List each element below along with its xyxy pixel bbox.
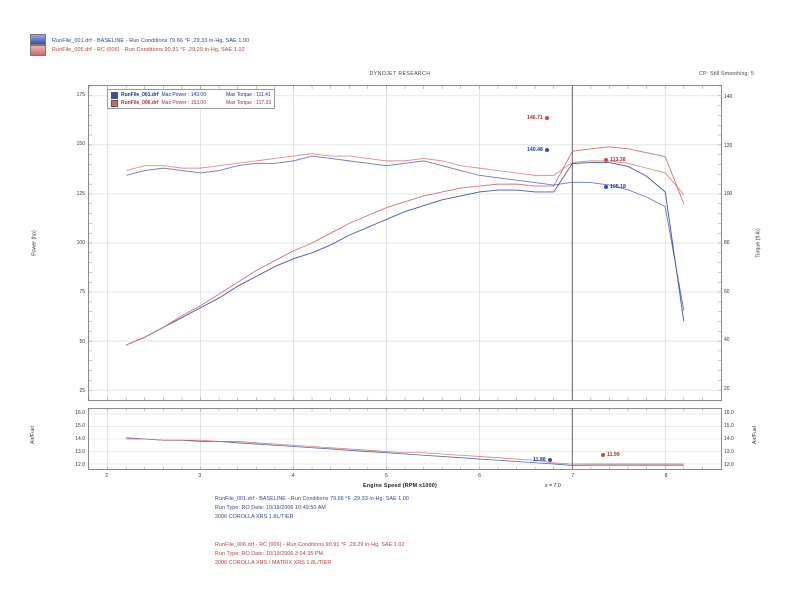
data-point-callout: 11.88 <box>533 457 552 463</box>
caption-rc-line-2: Run Type: RO Date: 10/19/2006 3:04:35 PM <box>215 551 324 557</box>
plot-legend-swatch-blue <box>111 91 118 99</box>
afr-axis-left-ticks: 16.0 15.0 14.0 13.0 12.0 <box>56 408 85 470</box>
caption-rc-line-3: 2006 COROLLA XRS / MATRIX XRS 1.8L/TIER <box>215 560 332 566</box>
axis-tick-label: 15.0 <box>724 423 734 430</box>
axis-tick-label: 25 <box>79 388 85 395</box>
x-axis-tick-label: 2 <box>105 473 109 479</box>
plot-legend-swatch-red <box>111 99 118 107</box>
axis-tick-label: 60 <box>724 288 730 295</box>
plot-legend-row: RunFile_001.drf Max Power : 143.00 Max Tor… <box>111 91 271 99</box>
plot-legend-max-power: Max Power : 143.00 <box>161 92 206 98</box>
afr-axis-right-title: Air/Fuel <box>751 426 758 444</box>
axis-tick-label: 14.0 <box>75 436 85 442</box>
callout-marker-icon <box>544 148 549 152</box>
caption-baseline-line-2: Run Type: RO Date: 10/19/2006 10:49:50 A… <box>215 505 326 511</box>
axis-tick-label: 12.0 <box>724 461 734 468</box>
callout-marker-icon <box>604 158 608 162</box>
axis-tick-label: 16.0 <box>75 410 85 417</box>
axis-tick-label: 150 <box>76 141 85 148</box>
axis-tick-label: 100 <box>76 240 85 246</box>
y-axis-torque-title: Torque (ft-lb) <box>755 228 762 258</box>
x-axis-tick-label: 6 <box>478 473 482 479</box>
top-legend-line-rc: RunFile_006.drf - RC (006) - Run Conditi… <box>52 46 245 53</box>
data-point-callout: 105.18 <box>604 184 626 190</box>
axis-tick-label: 100 <box>724 191 733 198</box>
axis-tick-label: 175 <box>76 91 85 98</box>
x-axis-title: Engine Speed (RPM x1000) <box>363 483 437 489</box>
axis-tick-label: 14.0 <box>724 436 734 442</box>
plot-legend-max-torque: Max Torque : 111.41 <box>225 92 271 98</box>
caption-baseline: RunFile_001.drf - BASELINE - Run Conditi… <box>215 495 409 522</box>
y-axis-power-title: Power (hp) <box>31 230 38 256</box>
axis-tick-label: 13.0 <box>724 448 734 455</box>
x-axis-tick-label: 8 <box>664 473 668 479</box>
plot-legend-box: RunFile_001.drf Max Power : 143.00 Max Tor… <box>107 89 276 109</box>
x-axis-tick-label: 3 <box>198 473 202 479</box>
chart-title: DYNOJET RESEARCH <box>369 71 431 77</box>
plot-legend-row: RunFile_006.drf Max Power : 153.00 Max Tor… <box>111 99 271 107</box>
top-legend: RunFile_001.drf - BASELINE - Run Conditi… <box>30 34 249 56</box>
axis-tick-label: 120 <box>724 142 733 149</box>
callout-marker-icon <box>547 458 552 462</box>
top-legend-line-baseline: RunFile_001.drf - BASELINE - Run Conditi… <box>52 37 250 44</box>
power-torque-plot[interactable]: RunFile_001.drf Max Power : 143.00 Max Tor… <box>88 85 722 401</box>
cursor-readout: x = 7.0 <box>545 483 561 489</box>
callout-marker-icon <box>601 453 605 457</box>
data-point-callout: 113.38 <box>604 157 626 163</box>
x-axis-tick-label: 5 <box>384 473 388 479</box>
legend-swatch-red <box>30 45 46 56</box>
callout-value: 11.88 <box>533 457 546 463</box>
plot-legend-run-name: RunFile_006.drf <box>121 100 159 106</box>
axis-tick-label: 50 <box>79 338 85 345</box>
caption-baseline-line-1: RunFile_001.drf - BASELINE - Run Conditi… <box>215 496 409 502</box>
caption-rc-line-1: RunFile_006.drf - RC (006) - Run Conditi… <box>215 542 405 548</box>
air-fuel-plot[interactable] <box>88 408 722 470</box>
axis-tick-label: 140 <box>724 94 733 101</box>
axis-tick-label: 15.0 <box>75 423 85 430</box>
chart-smoothing-info: CP: Still Smoothing: 5 <box>699 71 754 77</box>
plot-legend-max-power: Max Power : 153.00 <box>161 100 206 106</box>
afr-axis-left-title: Air/Fuel <box>29 426 36 444</box>
callout-value: 140.48 <box>527 147 543 153</box>
caption-rc: RunFile_006.drf - RC (006) - Run Conditi… <box>215 541 405 568</box>
caption-baseline-line-3: 2006 COROLLA XRS 1.8L/TIER <box>215 514 294 520</box>
axis-tick-label: 12.0 <box>75 461 85 468</box>
x-axis-tick-label: 4 <box>291 473 295 479</box>
legend-swatches <box>30 34 46 56</box>
axis-tick-label: 80 <box>724 240 730 246</box>
axis-tick-label: 125 <box>76 190 85 197</box>
axis-tick-label: 20 <box>724 385 730 392</box>
axis-tick-label: 40 <box>724 337 730 344</box>
callout-marker-icon <box>544 116 549 120</box>
plot-legend-max-torque: Max Torque : 117.33 <box>225 100 272 106</box>
callout-value: 11.99 <box>607 452 620 458</box>
y-axis-torque-ticks: 140 120 100 80 60 40 20 <box>724 85 754 401</box>
callout-value: 113.38 <box>610 157 626 163</box>
data-point-callout: 11.99 <box>601 452 620 458</box>
x-axis-ticks: 2 3 4 5 6 7 8 <box>88 473 722 483</box>
y-axis-power-ticks: 175 150 125 100 75 50 25 <box>56 85 85 401</box>
afr-axis-right-ticks: 16.0 15.0 14.0 13.0 12.0 <box>724 408 754 470</box>
callout-marker-icon <box>604 185 608 189</box>
x-axis-tick-label: 7 <box>571 473 575 479</box>
legend-swatch-blue <box>30 34 46 45</box>
axis-tick-label: 75 <box>79 289 85 296</box>
callout-value: 105.18 <box>610 184 626 190</box>
axis-tick-label: 13.0 <box>75 448 85 455</box>
plot-legend-run-name: RunFile_001.drf <box>121 92 159 98</box>
axis-tick-label: 16.0 <box>724 410 734 417</box>
data-point-callout: 140.48 <box>527 147 549 153</box>
data-point-callout: 146.71 <box>527 115 549 121</box>
callout-value: 146.71 <box>527 115 543 121</box>
